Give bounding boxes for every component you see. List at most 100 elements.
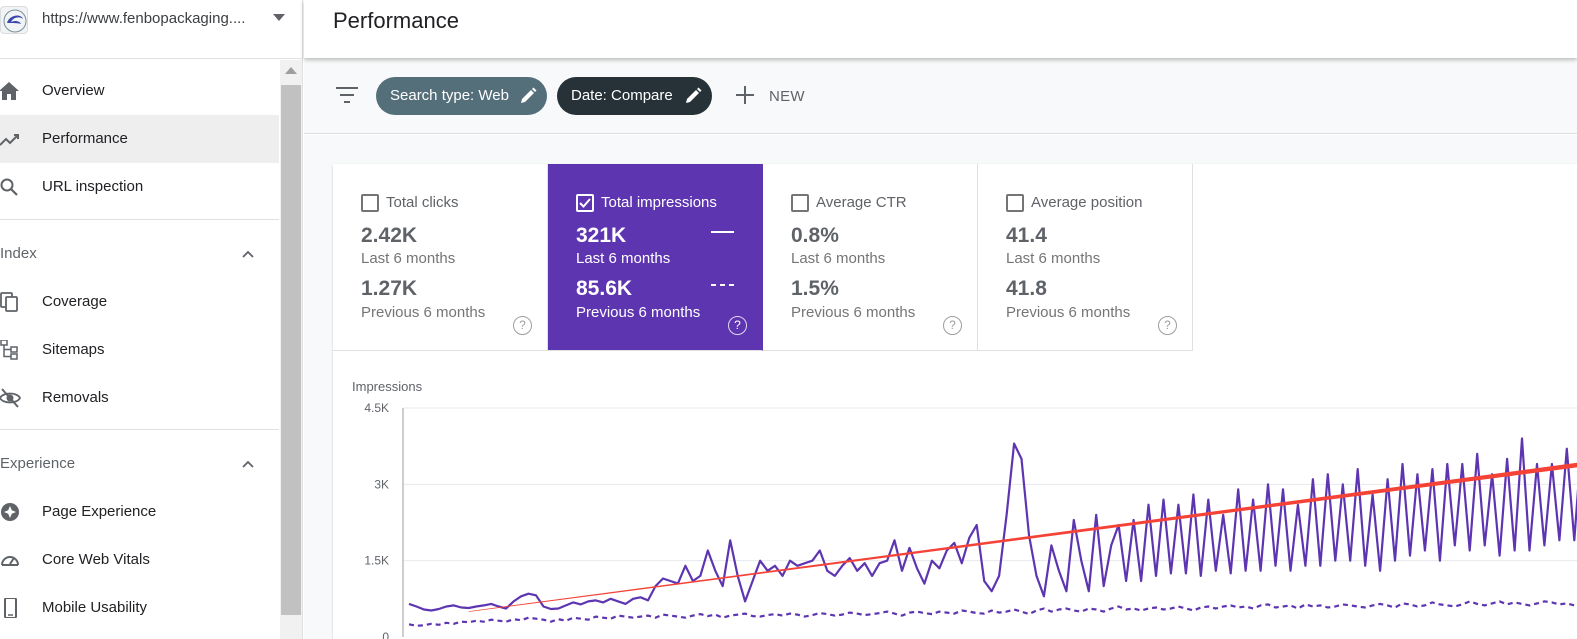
y-tick-label: 0: [382, 630, 389, 639]
help-icon[interactable]: ?: [513, 316, 532, 335]
search-type-chip[interactable]: Search type: Web: [376, 77, 547, 115]
metric-period-previous: Previous 6 months: [791, 304, 916, 321]
sidebar-item-label: Overview: [42, 82, 105, 99]
page-title: Performance: [333, 8, 459, 33]
metric-value-current: 41.4: [1006, 224, 1047, 247]
section-title: Index: [0, 245, 37, 262]
series-line-previous: [408, 600, 1577, 627]
metric-checkbox[interactable]: [1006, 194, 1024, 212]
metric-value-previous: 41.8: [1006, 277, 1047, 300]
metric-period-previous: Previous 6 months: [576, 304, 701, 321]
coverage-icon: [0, 292, 22, 312]
sidebar-item-label: Removals: [42, 389, 109, 406]
metric-period-current: Last 6 months: [361, 250, 456, 267]
metric-value-current: 321K: [576, 224, 627, 247]
metric-name: Total impressions: [601, 194, 717, 211]
performance-card: Total clicks 2.42K Last 6 months 1.27K P…: [333, 164, 1577, 639]
filter-bar: Search type: Web Date: Compare NEW: [304, 58, 1577, 134]
page-header: Performance: [304, 0, 1577, 58]
legend-solid-line: [711, 231, 734, 233]
sidebar-item-label: Mobile Usability: [42, 599, 148, 616]
edit-pencil-icon: [519, 87, 537, 105]
sidebar-scrollbar[interactable]: [280, 60, 302, 639]
date-compare-chip[interactable]: Date: Compare: [557, 77, 712, 115]
scrollbar-thumb[interactable]: [281, 85, 301, 615]
metric-name: Average position: [1031, 194, 1143, 211]
metric-value-previous: 1.27K: [361, 277, 418, 300]
sidebar-item-label: URL inspection: [42, 178, 144, 195]
property-url: https://www.fenbopackaging....: [42, 10, 246, 27]
section-header-experience[interactable]: Experience: [0, 446, 279, 482]
chevron-down-icon[interactable]: [273, 14, 285, 21]
metric-period-current: Last 6 months: [791, 250, 886, 267]
sidebar: https://www.fenbopackaging.... Overview …: [0, 0, 303, 639]
chip-label: Date: Compare: [571, 87, 673, 104]
divider: [0, 219, 279, 220]
sidebar-item-performance[interactable]: Performance: [0, 115, 279, 163]
sidebar-item-removals[interactable]: Removals: [0, 374, 279, 422]
section-title: Experience: [0, 455, 76, 472]
chevron-up-icon: [240, 246, 256, 262]
metric-period-previous: Previous 6 months: [1006, 304, 1131, 321]
sidebar-item-core-web-vitals[interactable]: Core Web Vitals: [0, 536, 279, 584]
metric-name: Average CTR: [816, 194, 907, 211]
metric-checkbox[interactable]: [361, 194, 379, 212]
metric-checkbox[interactable]: [791, 194, 809, 212]
metric-total-clicks[interactable]: Total clicks 2.42K Last 6 months 1.27K P…: [333, 164, 548, 351]
search-icon: [0, 177, 22, 197]
sidebar-item-overview[interactable]: Overview: [0, 67, 279, 115]
metric-value-previous: 1.5%: [791, 277, 839, 300]
home-icon: [0, 81, 22, 101]
metric-period-current: Last 6 months: [1006, 250, 1101, 267]
sitemap-icon: [0, 339, 22, 360]
y-tick-label: 3K: [374, 477, 389, 491]
new-filter-label: NEW: [769, 88, 805, 105]
sidebar-item-label: Sitemaps: [42, 341, 105, 358]
metric-checkbox[interactable]: [576, 194, 594, 212]
help-icon[interactable]: ?: [1158, 316, 1177, 335]
metric-value-previous: 85.6K: [576, 277, 633, 300]
eye-off-icon: [0, 388, 22, 408]
sidebar-item-mobile-usability[interactable]: Mobile Usability: [0, 584, 279, 632]
edit-pencil-icon: [684, 87, 702, 105]
gauge-icon: [0, 550, 22, 570]
series-line-current: [408, 437, 1577, 612]
y-tick-label: 1.5K: [364, 554, 389, 568]
chevron-up-icon: [240, 456, 256, 472]
trending-up-icon: [0, 129, 22, 149]
plus-icon: [736, 86, 754, 104]
scroll-up-arrow-icon[interactable]: [285, 67, 297, 74]
sidebar-item-label: Coverage: [42, 293, 108, 310]
property-selector[interactable]: https://www.fenbopackaging....: [0, 0, 303, 59]
chip-label: Search type: Web: [390, 87, 509, 104]
y-tick-label: 4.5K: [364, 401, 389, 415]
metric-period-current: Last 6 months: [576, 250, 671, 267]
sidebar-item-sitemaps[interactable]: Sitemaps: [0, 326, 279, 374]
metric-total-impressions[interactable]: Total impressions 321K Last 6 months 85.…: [548, 164, 763, 351]
sidebar-item-label: Page Experience: [42, 503, 157, 520]
help-icon[interactable]: ?: [728, 316, 747, 335]
metric-average-position[interactable]: Average position 41.4 Last 6 months 41.8…: [978, 164, 1193, 351]
page-experience-icon: [0, 502, 22, 522]
metric-value-current: 0.8%: [791, 224, 839, 247]
new-filter-button[interactable]: NEW: [734, 82, 814, 110]
legend-dashed-line: [711, 284, 734, 286]
performance-content: Total clicks 2.42K Last 6 months 1.27K P…: [304, 135, 1577, 639]
sidebar-item-coverage[interactable]: Coverage: [0, 278, 279, 326]
help-icon[interactable]: ?: [943, 316, 962, 335]
filter-icon[interactable]: [336, 86, 358, 104]
metric-period-previous: Previous 6 months: [361, 304, 486, 321]
sidebar-item-page-experience[interactable]: Page Experience: [0, 488, 279, 536]
metric-average-ctr[interactable]: Average CTR 0.8% Last 6 months 1.5% Prev…: [763, 164, 978, 351]
section-header-index[interactable]: Index: [0, 236, 279, 272]
metric-value-current: 2.42K: [361, 224, 418, 247]
divider: [0, 429, 279, 430]
property-logo-icon: [0, 6, 28, 34]
sidebar-item-label: Core Web Vitals: [42, 551, 150, 568]
metric-name: Total clicks: [386, 194, 459, 211]
sidebar-item-url-inspection[interactable]: URL inspection: [0, 163, 279, 211]
impressions-chart: 4.5K 3K 1.5K 0: [364, 401, 1577, 639]
sidebar-item-label: Performance: [42, 130, 128, 147]
mobile-icon: [0, 597, 22, 619]
